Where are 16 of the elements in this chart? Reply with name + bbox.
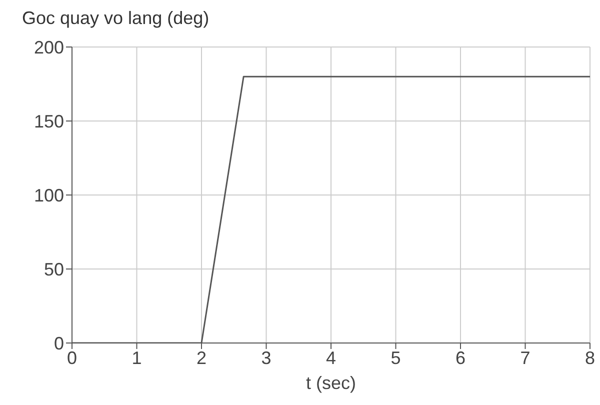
y-axis-title: Goc quay vo lang (deg) (22, 8, 210, 29)
x-tick-label: 1 (132, 348, 142, 368)
y-tick-label: 150 (34, 111, 64, 132)
y-tick-label: 100 (34, 185, 64, 206)
x-tick-label: 0 (66, 348, 78, 368)
x-tick-label: 6 (455, 348, 466, 368)
x-tick-label: 7 (520, 348, 530, 368)
x-tick-label: 5 (390, 348, 401, 368)
x-tick-label: 2 (196, 348, 207, 368)
y-tick-label: 50 (44, 259, 64, 280)
x-axis-title: t (sec) (306, 373, 356, 393)
x-tick-label: 8 (584, 348, 596, 368)
x-tick-label: 3 (261, 348, 272, 368)
y-tick-label: 200 (34, 37, 64, 58)
y-tick-label: 0 (54, 333, 64, 354)
x-tick-label: 4 (326, 348, 336, 368)
